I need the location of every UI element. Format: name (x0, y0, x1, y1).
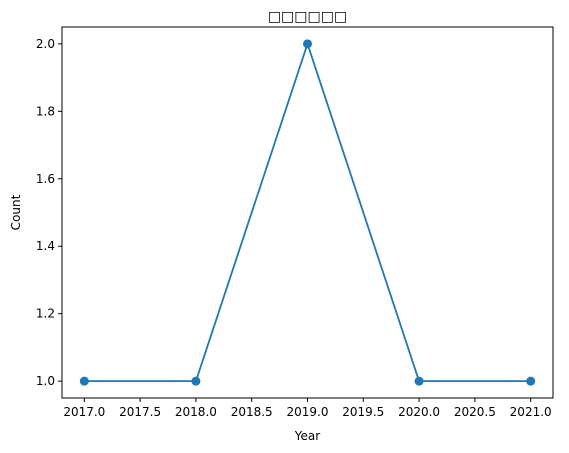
series-group (79, 39, 536, 386)
y-tick-label: 1.2 (36, 307, 55, 321)
x-axis-ticks: 2017.0 2017.5 2018.0 2018.5 2019.0 2019.5 2020… (63, 398, 552, 419)
x-axis-label: Year (294, 429, 320, 443)
x-tick-label: 2018.0 (175, 405, 217, 419)
x-tick-label: 2020.0 (398, 405, 440, 419)
y-tick-label: 1.6 (36, 172, 55, 186)
data-point (303, 39, 312, 49)
plot-frame (61, 26, 554, 399)
x-tick-label: 2021.0 (510, 405, 552, 419)
y-tick-label: 2.0 (36, 37, 55, 51)
x-tick-label: 2019.0 (287, 405, 329, 419)
chart-title: □□□□□□ (268, 9, 347, 25)
x-tick-label: 2019.5 (342, 405, 384, 419)
data-point (79, 376, 89, 386)
data-point (526, 376, 536, 386)
data-point (191, 376, 201, 386)
y-tick-label: 1.8 (36, 104, 55, 118)
y-axis-label: Count (9, 194, 23, 230)
x-tick-label: 2020.5 (454, 405, 496, 419)
y-tick-label: 1.4 (36, 239, 55, 253)
series-line (84, 40, 531, 383)
x-tick-label: 2017.0 (63, 405, 105, 419)
y-tick-label: 1.0 (36, 374, 55, 388)
data-point (414, 376, 424, 386)
y-axis-ticks: 1.0 1.2 1.4 1.6 1.8 2.0 (36, 37, 62, 388)
x-tick-label: 2018.5 (231, 405, 273, 419)
x-tick-label: 2017.5 (119, 405, 161, 419)
